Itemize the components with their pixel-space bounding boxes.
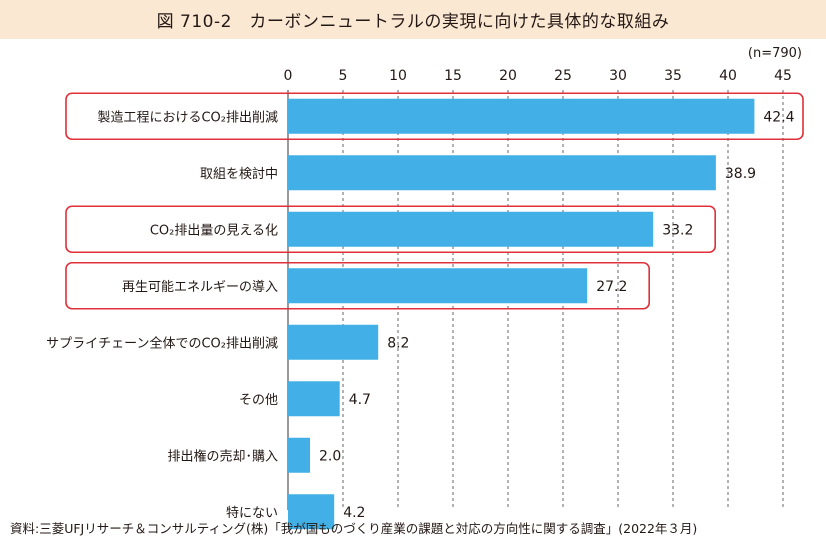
value-label: 27.2 [596,279,627,295]
x-tick-label: 35 [664,68,682,84]
x-tick-label: 25 [554,68,572,84]
bar [288,381,340,417]
category-label: CO₂排出量の見える化 [150,223,278,238]
x-tick-label: 0 [284,68,293,84]
category-label: 取組を検討中 [200,166,278,182]
value-label: 33.2 [662,222,693,238]
bar [288,324,379,360]
bar [288,437,310,473]
bar [288,98,755,134]
bar [288,268,588,304]
value-label: 8.2 [387,335,409,351]
source-note: 資料:三菱UFJリサーチ＆コンサルティング(株)「我が国ものづくり産業の課題と対… [10,521,698,536]
category-label: 排出権の売却･購入 [167,448,278,464]
x-tick-label: 5 [339,68,348,84]
bar [288,155,716,191]
value-label: 4.7 [349,392,371,408]
highlight-box [65,205,717,254]
highlight-box [65,92,804,141]
sample-size-label: (n=790) [747,46,802,61]
x-tick-label: 40 [719,68,737,84]
bar [288,211,654,247]
highlight-box [65,261,651,310]
value-label: 42.4 [763,109,794,125]
category-label: 再生可能エネルギーの導入 [122,280,278,295]
value-label: 38.9 [725,166,756,182]
category-label: その他 [239,393,278,408]
x-tick-label: 30 [609,68,627,84]
value-label: 2.0 [319,448,341,464]
x-tick-label: 10 [389,68,407,84]
value-label: 4.2 [343,505,365,521]
category-label: 特にない [226,506,278,521]
chart-title: 図 710-2 カーボンニュートラルの実現に向けた具体的な取組み [156,12,670,32]
category-label: サプライチェーン全体でのCO₂排出削減 [46,335,278,351]
chart-title-bar: 図 710-2 カーボンニュートラルの実現に向けた具体的な取組み [0,0,826,39]
x-tick-label: 15 [444,68,462,84]
x-tick-label: 20 [499,68,517,84]
bar [288,494,335,530]
x-tick-label: 45 [774,68,792,84]
category-label: 製造工程におけるCO₂排出削減 [97,109,278,125]
